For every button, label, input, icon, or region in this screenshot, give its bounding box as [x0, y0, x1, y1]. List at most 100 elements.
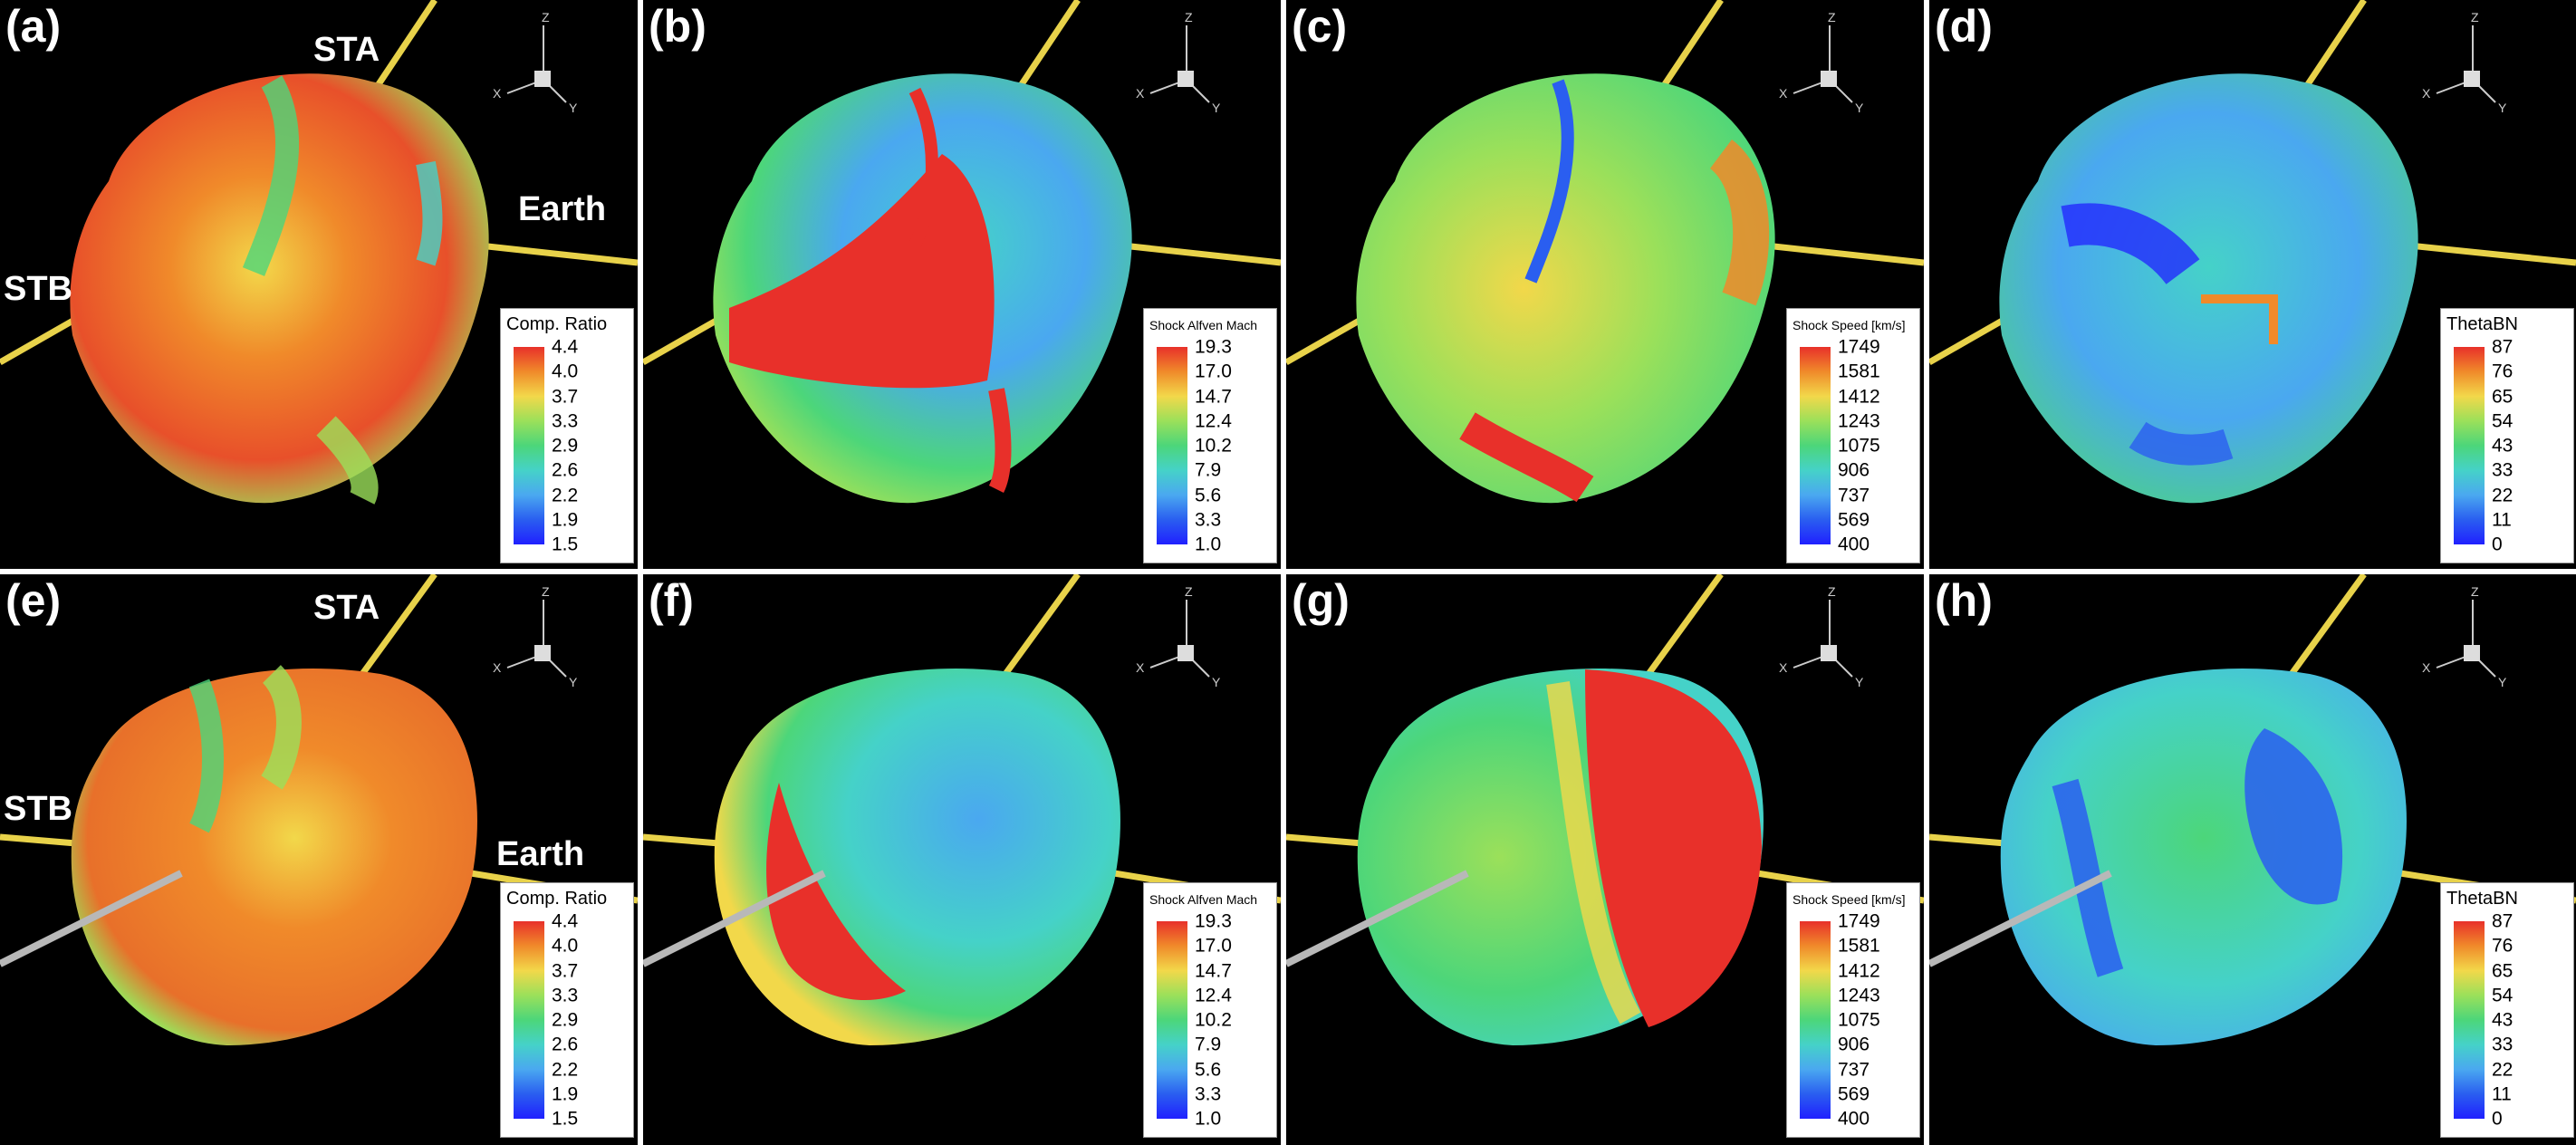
- panel-c: (c) Z X Y Shock Speed [km/s] 1749 1581 141…: [1286, 0, 1924, 569]
- colorbar-tick-label: 1749: [1838, 336, 1880, 358]
- axis-triad-icon: Z X Y: [1779, 584, 1864, 689]
- panel-b: (b) Z X Y Shock Alfven Mach 19.3 17.0 14.7…: [643, 0, 1281, 569]
- colorbar-tick-label: 1.9: [552, 1083, 579, 1105]
- earth-line: [470, 241, 638, 266]
- legend-title: Shock Alfven Mach: [1149, 892, 1258, 907]
- svg-text:Z: Z: [1828, 10, 1836, 24]
- colorbar: [514, 921, 544, 1119]
- colorbar: [2454, 921, 2485, 1119]
- shock-surface-h: [1929, 574, 2576, 1045]
- colorbar-tick-label: 2.2: [552, 1059, 579, 1080]
- svg-text:X: X: [1136, 86, 1145, 101]
- panel-label: (g): [1292, 575, 1350, 626]
- shock-surface-b: [643, 0, 1281, 504]
- shock-surface-g: [1286, 574, 1924, 1045]
- colorbar-tick-label: 400: [1838, 534, 1870, 555]
- axis-triad-icon: Z X Y: [493, 10, 578, 115]
- colorbar-tick-label: 2.9: [552, 1009, 579, 1031]
- legend-title: Shock Speed [km/s]: [1793, 318, 1906, 332]
- svg-text:Z: Z: [2471, 10, 2479, 24]
- svg-text:Z: Z: [1828, 584, 1836, 599]
- panel-label: (c): [1292, 1, 1348, 52]
- colorbar-tick-label: 3.3: [552, 410, 579, 432]
- svg-text:Y: Y: [1212, 675, 1221, 689]
- colorbar-ticks: 4.4 4.0 3.7 3.3 2.9 2.6 2.2 1.9 1.5: [552, 912, 633, 1129]
- colorbar-tick-label: 0: [2492, 534, 2503, 555]
- panel-g: (g) Z X Y Shock Speed [km/s] 1749 1581 141…: [1286, 574, 1924, 1145]
- earth-label: Earth: [518, 190, 607, 228]
- colorbar-tick-label: 17.0: [1195, 935, 1232, 957]
- colorbar-tick-label: 1412: [1838, 386, 1880, 407]
- panel-label: (a): [5, 1, 62, 52]
- colorbar-tick-label: 4.0: [552, 935, 579, 957]
- colorbar-tick-label: 1.5: [552, 534, 579, 555]
- colorbar-tick-label: 569: [1838, 509, 1870, 531]
- svg-text:Y: Y: [569, 675, 578, 689]
- svg-text:X: X: [493, 660, 502, 675]
- colorbar-tick-label: 65: [2492, 386, 2514, 407]
- svg-text:Y: Y: [2498, 675, 2507, 689]
- colorbar-tick-label: 87: [2492, 910, 2514, 932]
- colorbar-ticks: 1749 1581 1412 1243 1075 906 737 569 400: [1838, 338, 1919, 554]
- panel-label: (b): [649, 1, 706, 52]
- panel-label: (h): [1935, 575, 1993, 626]
- colorbar-tick-label: 1749: [1838, 910, 1880, 932]
- colorbar-tick-label: 1581: [1838, 361, 1880, 382]
- colorbar: [1800, 347, 1831, 544]
- colorbar: [514, 347, 544, 544]
- panel-label: (d): [1935, 1, 1993, 52]
- sta-label: STA: [313, 589, 380, 627]
- colorbar-tick-label: 1.0: [1195, 534, 1222, 555]
- svg-text:X: X: [1779, 86, 1788, 101]
- svg-text:X: X: [2422, 86, 2431, 101]
- colorbar-tick-label: 4.4: [552, 910, 579, 932]
- colorbar: [1157, 921, 1187, 1119]
- colorbar-legend: ThetaBN 87 76 65 54 43 33 22 11 0: [2440, 308, 2574, 563]
- colorbar-tick-label: 12.4: [1195, 410, 1232, 432]
- colorbar-ticks: 87 76 65 54 43 33 22 11 0: [2492, 912, 2573, 1129]
- stb-label: STB: [4, 790, 72, 828]
- colorbar-tick-label: 1.0: [1195, 1108, 1222, 1130]
- svg-text:Z: Z: [2471, 584, 2479, 599]
- colorbar-tick-label: 1581: [1838, 935, 1880, 957]
- colorbar: [1157, 347, 1187, 544]
- svg-text:Y: Y: [1855, 101, 1864, 115]
- colorbar-tick-label: 11: [2492, 509, 2512, 531]
- z-axis-label: Z: [542, 10, 550, 24]
- axis-triad-icon: Z X Y: [2422, 10, 2507, 115]
- colorbar-tick-label: 54: [2492, 985, 2514, 1006]
- colorbar-tick-label: 1412: [1838, 960, 1880, 981]
- colorbar-tick-label: 1075: [1838, 435, 1880, 457]
- x-axis-label: X: [493, 86, 502, 101]
- colorbar-tick-label: 1.5: [552, 1108, 579, 1130]
- shock-surface-f: [643, 574, 1281, 1045]
- colorbar-tick-label: 2.6: [552, 459, 579, 481]
- svg-text:X: X: [2422, 660, 2431, 675]
- colorbar-tick-label: 76: [2492, 361, 2514, 382]
- colorbar-legend: Shock Alfven Mach 19.3 17.0 14.7 12.4 10.2 7.…: [1143, 308, 1277, 563]
- svg-text:Z: Z: [542, 584, 550, 599]
- svg-text:Y: Y: [2498, 101, 2507, 115]
- panel-a: (a) STA STB Earth Z X Y Comp. Ratio 4.4 4…: [0, 0, 638, 569]
- sta-label: STA: [313, 31, 380, 69]
- colorbar-ticks: 4.4 4.0 3.7 3.3 2.9 2.6 2.2 1.9 1.5: [552, 338, 633, 554]
- panel-label: (e): [5, 575, 62, 626]
- axis-triad-icon: Z X Y: [1136, 584, 1221, 689]
- colorbar-tick-label: 3.3: [552, 985, 579, 1006]
- colorbar-tick-label: 737: [1838, 1059, 1870, 1080]
- colorbar-tick-label: 33: [2492, 1034, 2514, 1055]
- colorbar-tick-label: 1075: [1838, 1009, 1880, 1031]
- colorbar-tick-label: 3.3: [1195, 509, 1222, 531]
- panel-h: (h) Z X Y ThetaBN 87 76 65 54 43 33 22 11 0: [1929, 574, 2576, 1145]
- colorbar-tick-label: 1243: [1838, 410, 1880, 432]
- colorbar-tick-label: 1243: [1838, 985, 1880, 1006]
- colorbar-ticks: 19.3 17.0 14.7 12.4 10.2 7.9 5.6 3.3 1.0: [1195, 912, 1276, 1129]
- colorbar-tick-label: 33: [2492, 459, 2514, 481]
- colorbar-legend: Comp. Ratio 4.4 4.0 3.7 3.3 2.9 2.6 2.2 1.9 1.5: [500, 882, 634, 1138]
- colorbar-legend: Shock Speed [km/s] 1749 1581 1412 1243 1075 9…: [1786, 308, 1920, 563]
- colorbar-tick-label: 5.6: [1195, 1059, 1222, 1080]
- colorbar-tick-label: 2.2: [552, 485, 579, 505]
- colorbar-tick-label: 11: [2492, 1083, 2512, 1105]
- colorbar-legend: Comp. Ratio 4.4 4.0 3.7 3.3 2.9 2.6 2.2 1.9 1.5: [500, 308, 634, 563]
- colorbar-ticks: 87 76 65 54 43 33 22 11 0: [2492, 338, 2573, 554]
